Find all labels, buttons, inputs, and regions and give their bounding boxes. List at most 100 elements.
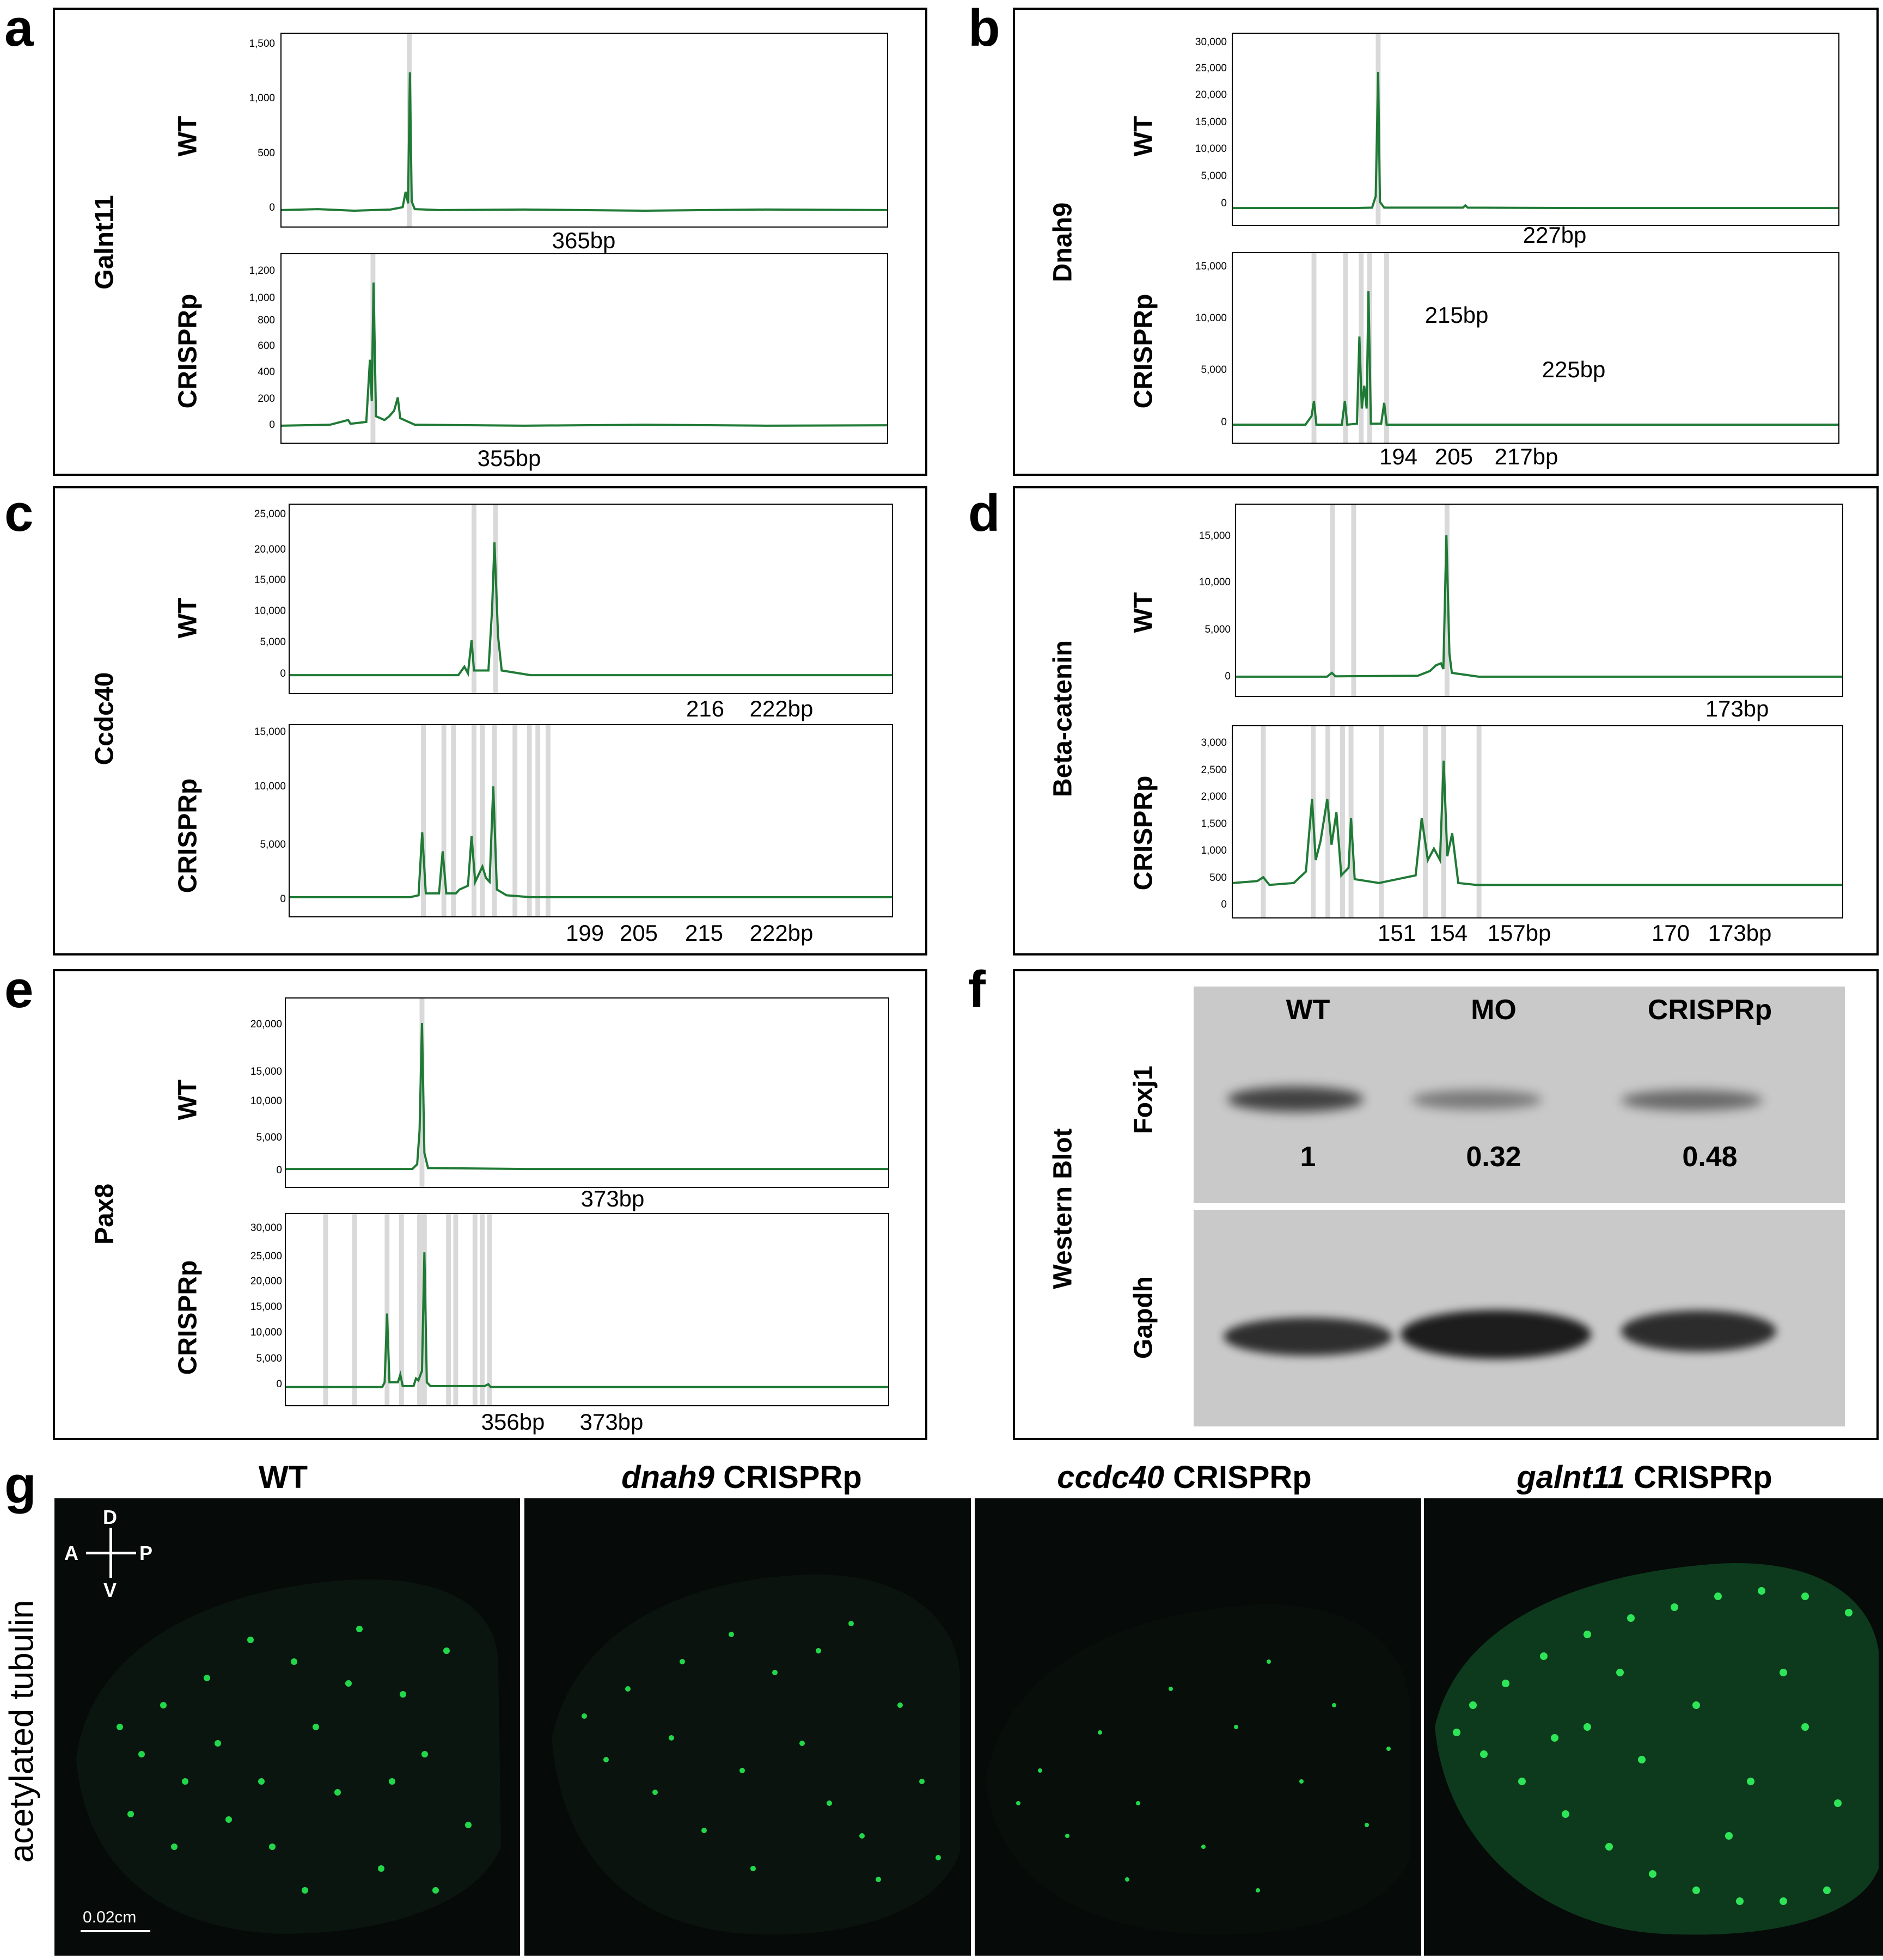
electropherogram-e-wt	[285, 997, 889, 1188]
foxj1-band	[1227, 1087, 1364, 1112]
micrograph-svg	[1435, 1563, 1879, 1935]
electropherogram-a-wt	[280, 33, 888, 228]
ytick-a-wt: 1,000	[249, 93, 275, 104]
size-annotation: 365bp	[552, 228, 616, 253]
ytick-b-crispr: 5,000	[1201, 364, 1227, 376]
ytick-a-crispr: 0	[269, 419, 275, 431]
ytick-b-crispr: 15,000	[1195, 261, 1227, 272]
compass-a: A	[64, 1542, 78, 1564]
embryo-silhouette	[76, 1579, 501, 1934]
ytick-c-wt: 0	[280, 668, 286, 679]
ytick-e-crispr: 15,000	[250, 1301, 282, 1313]
nuclei-group	[582, 1621, 941, 1882]
panel-letter-d: d	[968, 484, 1000, 542]
ytick-a-crispr: 600	[258, 340, 275, 352]
ytick-c-wt: 25,000	[254, 509, 286, 520]
trace-svg-e-crispr	[286, 1214, 888, 1405]
trace-svg-b-wt	[1233, 34, 1838, 225]
ytick-a-crispr: 400	[258, 366, 275, 378]
ytick-e-crispr: 20,000	[250, 1276, 282, 1287]
ytick-a-crispr: 1,000	[249, 292, 275, 304]
ytick-e-crispr: 25,000	[250, 1251, 282, 1262]
size-annotation: 222bp	[749, 696, 814, 721]
size-annotation: 194	[1379, 444, 1418, 469]
column-gene: galnt11	[1517, 1460, 1625, 1495]
column-title: ccdc40 CRISPRp	[1057, 1459, 1311, 1496]
ytick-a-wt: 0	[269, 202, 275, 213]
panel-letter-f: f	[968, 960, 986, 1019]
ytick-e-wt: 10,000	[250, 1095, 282, 1107]
gapdh-blot	[1194, 1210, 1845, 1426]
trace-svg-c-wt	[290, 505, 892, 693]
ytick-c-crispr: 0	[280, 893, 286, 905]
gene-label-d: Beta-catenin	[1048, 640, 1078, 798]
electropherogram-b-wt	[1232, 33, 1839, 226]
size-annotation: 173bp	[1705, 696, 1769, 721]
trace-svg-c-crispr	[290, 725, 892, 916]
micrograph-wt	[54, 1498, 520, 1956]
ytick-d-wt: 15,000	[1199, 530, 1231, 542]
ytick-a-wt: 1,500	[249, 38, 275, 50]
size-annotation: 205	[1434, 444, 1474, 469]
ytick-c-crispr: 15,000	[254, 726, 286, 738]
electropherogram-a-crispr	[280, 253, 888, 444]
ytick-d-crispr: 2,000	[1201, 791, 1227, 803]
scale-bar-label: 0.02cm	[83, 1908, 137, 1926]
compass-horizontal	[86, 1552, 136, 1554]
ytick-e-crispr: 10,000	[250, 1327, 282, 1338]
ytick-b-wt: 30,000	[1195, 36, 1227, 48]
ytick-d-wt: 5,000	[1205, 624, 1231, 635]
gene-label-a: Galnt11	[90, 195, 119, 290]
micrograph-svg	[76, 1579, 501, 1934]
size-annotation: 356bp	[481, 1409, 545, 1435]
electropherogram-d-wt	[1235, 504, 1843, 697]
column-title: WT	[259, 1459, 308, 1496]
size-annotation: 215bp	[1425, 302, 1489, 328]
size-annotation: 222bp	[749, 920, 814, 946]
column-suffix: CRISPRp	[714, 1460, 862, 1495]
ytick-b-wt: 10,000	[1195, 143, 1227, 155]
nuclei-group	[117, 1626, 472, 1894]
embryo-silhouette	[552, 1574, 960, 1935]
ytick-a-wt: 500	[258, 148, 275, 159]
ytick-c-wt: 10,000	[254, 605, 286, 617]
ratio-wt: 1	[1300, 1141, 1316, 1173]
trace-svg-b-crispr	[1233, 253, 1838, 443]
size-annotation: 157bp	[1487, 920, 1551, 946]
gapdh-band	[1224, 1318, 1392, 1356]
ytick-d-crispr: 2,500	[1201, 764, 1227, 776]
ytick-e-wt: 20,000	[250, 1019, 282, 1030]
ytick-b-wt: 25,000	[1195, 63, 1227, 74]
electropherogram-c-wt	[289, 504, 893, 694]
ytick-b-wt: 0	[1221, 198, 1227, 209]
size-annotation: 173bp	[1708, 920, 1772, 946]
ytick-d-crispr: 0	[1221, 899, 1227, 910]
panel-letter-g: g	[4, 1456, 36, 1514]
column-gene: dnah9	[621, 1460, 715, 1495]
ytick-b-wt: 5,000	[1201, 170, 1227, 182]
ytick-e-crispr: 30,000	[250, 1222, 282, 1234]
lane-label-crispr: CRISPRp	[1647, 994, 1772, 1026]
wt-label-b: WT	[1129, 115, 1158, 157]
crispr-label-b: CRISPRp	[1129, 293, 1158, 409]
compass-p: P	[139, 1542, 153, 1564]
compass-d: D	[103, 1506, 117, 1528]
ytick-b-crispr: 0	[1221, 416, 1227, 428]
electropherogram-e-crispr	[285, 1213, 889, 1406]
size-annotation: 355bp	[477, 445, 541, 471]
nuclei-group	[1453, 1587, 1853, 1905]
trace-svg-e-wt	[286, 999, 888, 1187]
trace-svg-d-wt	[1236, 505, 1842, 696]
embryo-silhouette	[1435, 1563, 1879, 1935]
micrograph-svg	[552, 1574, 960, 1935]
size-annotation: 154	[1429, 920, 1468, 946]
column-suffix: CRISPRp	[1164, 1460, 1312, 1495]
column-title: dnah9 CRISPRp	[621, 1459, 862, 1496]
ytick-e-wt: 0	[276, 1165, 282, 1176]
orientation-compass: D V A P	[64, 1506, 157, 1601]
lane-label-mo: MO	[1471, 994, 1517, 1026]
western-blot-title: Western Blot	[1048, 1128, 1078, 1289]
ytick-d-wt: 0	[1225, 671, 1231, 682]
ytick-a-crispr: 1,200	[249, 265, 275, 277]
size-annotation: 205	[619, 920, 658, 946]
